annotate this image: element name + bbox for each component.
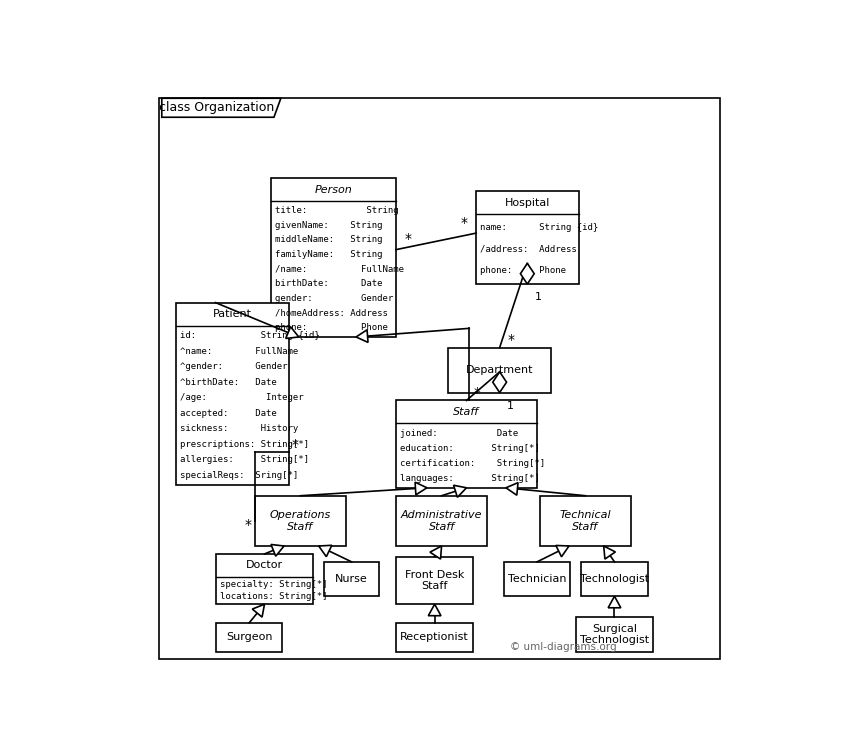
- Polygon shape: [506, 483, 518, 495]
- FancyBboxPatch shape: [575, 618, 654, 652]
- Text: middleName:   String: middleName: String: [275, 235, 383, 244]
- Polygon shape: [356, 329, 368, 342]
- Polygon shape: [271, 545, 284, 557]
- Text: *: *: [404, 232, 412, 247]
- Text: familyName:   String: familyName: String: [275, 250, 383, 259]
- Text: education:       String[*]: education: String[*]: [400, 444, 540, 453]
- FancyBboxPatch shape: [216, 623, 282, 652]
- Text: *: *: [460, 216, 468, 229]
- FancyBboxPatch shape: [255, 496, 346, 546]
- Text: specialty: String[*]: specialty: String[*]: [220, 580, 328, 589]
- FancyBboxPatch shape: [396, 557, 473, 604]
- Text: *: *: [292, 438, 299, 453]
- Polygon shape: [520, 264, 534, 284]
- Text: © uml-diagrams.org: © uml-diagrams.org: [510, 642, 617, 652]
- FancyBboxPatch shape: [272, 179, 396, 337]
- Text: languages:       String[*]: languages: String[*]: [400, 474, 540, 483]
- Text: specialReqs:  Sring[*]: specialReqs: Sring[*]: [180, 471, 298, 480]
- Text: Nurse: Nurse: [335, 574, 368, 584]
- Polygon shape: [493, 372, 507, 392]
- Text: /age:           Integer: /age: Integer: [180, 393, 304, 402]
- Text: 1: 1: [507, 400, 514, 411]
- FancyBboxPatch shape: [175, 303, 289, 485]
- Polygon shape: [252, 604, 265, 617]
- Text: birthDate:      Date: birthDate: Date: [275, 279, 383, 288]
- Text: Operations
Staff: Operations Staff: [270, 510, 331, 532]
- Polygon shape: [162, 99, 281, 117]
- Text: Technical
Staff: Technical Staff: [560, 510, 611, 532]
- Polygon shape: [608, 596, 621, 608]
- Text: *: *: [244, 518, 251, 533]
- Text: Receptionist: Receptionist: [400, 632, 469, 642]
- Text: class Organization: class Organization: [158, 102, 273, 114]
- Text: allergies:     String[*]: allergies: String[*]: [180, 455, 309, 464]
- Text: Administrative
Staff: Administrative Staff: [401, 510, 482, 532]
- FancyBboxPatch shape: [448, 347, 551, 392]
- Text: joined:           Date: joined: Date: [400, 429, 519, 438]
- Text: phone:          Phone: phone: Phone: [275, 323, 389, 332]
- Text: givenName:    String: givenName: String: [275, 221, 383, 230]
- Text: ^birthDate:   Date: ^birthDate: Date: [180, 378, 276, 387]
- Text: Person: Person: [315, 185, 353, 195]
- Text: gender:         Gender: gender: Gender: [275, 294, 394, 303]
- Polygon shape: [415, 483, 427, 495]
- FancyBboxPatch shape: [396, 623, 473, 652]
- Text: *: *: [474, 386, 481, 400]
- FancyBboxPatch shape: [476, 191, 579, 284]
- Text: ^name:        FullName: ^name: FullName: [180, 347, 298, 356]
- Text: prescriptions: String[*]: prescriptions: String[*]: [180, 439, 309, 449]
- Text: Doctor: Doctor: [246, 560, 283, 571]
- Text: ^gender:      Gender: ^gender: Gender: [180, 362, 287, 371]
- Text: Technologist: Technologist: [580, 574, 649, 584]
- FancyBboxPatch shape: [396, 496, 488, 546]
- Text: *: *: [507, 333, 514, 347]
- Text: /name:          FullName: /name: FullName: [275, 264, 404, 273]
- Text: Patient: Patient: [213, 309, 252, 319]
- Polygon shape: [604, 546, 616, 559]
- Text: Surgeon: Surgeon: [226, 632, 273, 642]
- Polygon shape: [556, 545, 569, 557]
- Text: certification:    String[*]: certification: String[*]: [400, 459, 545, 468]
- Text: Surgical
Technologist: Surgical Technologist: [580, 624, 649, 645]
- FancyBboxPatch shape: [581, 562, 648, 596]
- FancyBboxPatch shape: [396, 400, 537, 488]
- FancyBboxPatch shape: [324, 562, 379, 596]
- Text: Front Desk
Staff: Front Desk Staff: [405, 570, 464, 591]
- Text: id:            String {id}: id: String {id}: [180, 331, 319, 340]
- Text: /address:  Address: /address: Address: [480, 245, 577, 254]
- Text: sickness:      History: sickness: History: [180, 424, 298, 433]
- FancyBboxPatch shape: [216, 554, 313, 604]
- Text: name:      String {id}: name: String {id}: [480, 223, 599, 232]
- Polygon shape: [430, 546, 441, 559]
- Polygon shape: [453, 486, 466, 498]
- Polygon shape: [319, 545, 332, 557]
- Text: Technician: Technician: [507, 574, 566, 584]
- FancyBboxPatch shape: [504, 562, 570, 596]
- Text: /homeAddress: Address: /homeAddress: Address: [275, 309, 389, 317]
- Text: Staff: Staff: [453, 407, 480, 417]
- Text: 1: 1: [535, 292, 542, 302]
- Text: Hospital: Hospital: [505, 198, 550, 208]
- Text: Department: Department: [466, 365, 533, 375]
- FancyBboxPatch shape: [159, 99, 720, 659]
- FancyBboxPatch shape: [540, 496, 631, 546]
- Polygon shape: [428, 604, 441, 616]
- Text: locations: String[*]: locations: String[*]: [220, 592, 328, 601]
- Text: title:           String: title: String: [275, 206, 399, 215]
- Polygon shape: [286, 326, 298, 338]
- Text: accepted:     Date: accepted: Date: [180, 409, 276, 418]
- Text: phone:     Phone: phone: Phone: [480, 267, 566, 276]
